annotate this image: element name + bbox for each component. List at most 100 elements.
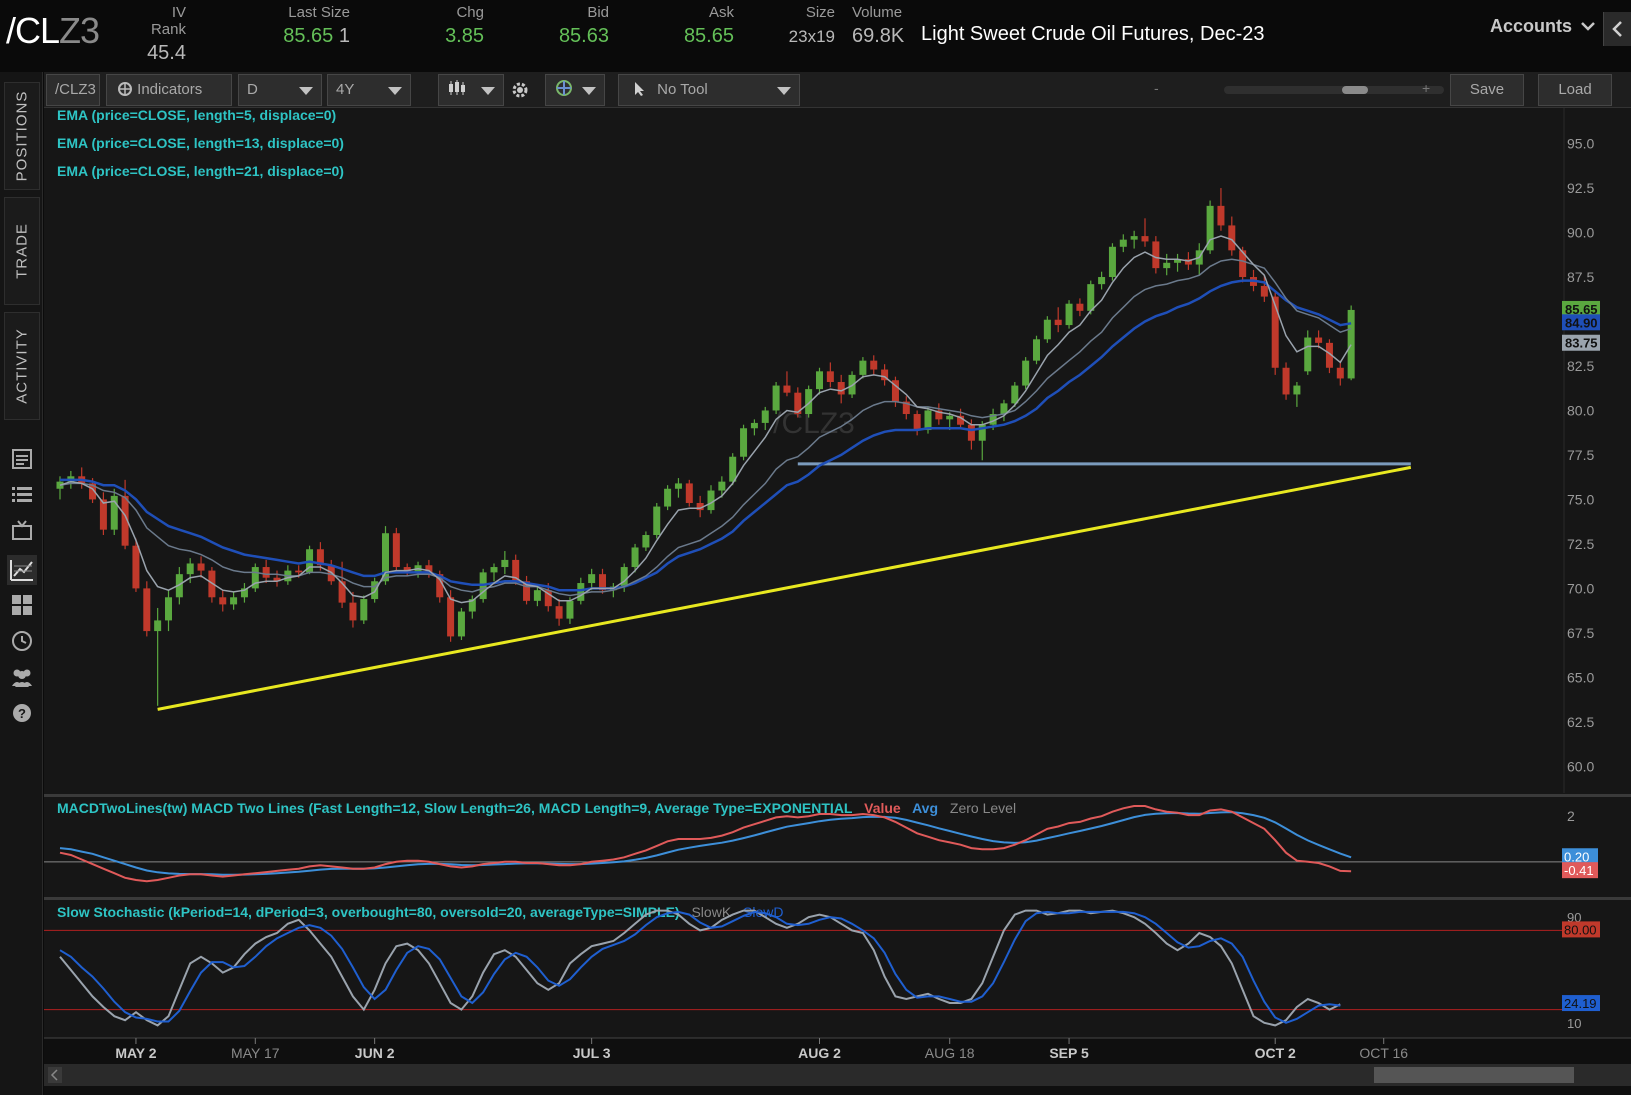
indicators-label: Indicators <box>137 81 203 98</box>
accounts-button[interactable]: Accounts <box>1490 16 1573 36</box>
candle-body <box>1130 236 1138 240</box>
macd-study-label: MACDTwoLines(tw) MACD Two Lines (Fast Le… <box>57 800 853 816</box>
gear-icon[interactable] <box>510 80 530 100</box>
stochastic-value-badges: 80.00 24.19 <box>1562 921 1600 1012</box>
candle-body <box>1054 319 1062 326</box>
macd-header[interactable]: MACDTwoLines(tw) MACD Two Lines (Fast Le… <box>57 800 1016 816</box>
candle <box>186 558 194 584</box>
slowk-line <box>59 909 1341 1027</box>
zoom-in-button[interactable]: + <box>1422 80 1431 96</box>
candle-body <box>425 565 433 575</box>
candle <box>870 355 878 375</box>
people-icon[interactable] <box>9 664 35 690</box>
study-label-ema5[interactable]: EMA (price=CLOSE, length=5, displace=0) <box>57 108 336 123</box>
candle-body <box>1260 285 1268 297</box>
trendline-layer[interactable] <box>157 462 1412 711</box>
chart-type-select[interactable] <box>438 74 504 106</box>
candle <box>685 479 693 507</box>
panel-divider[interactable] <box>44 897 1631 900</box>
chart-canvas[interactable]: /CLZ3 95.092.590.087.585.082.580.077.575… <box>44 108 1631 1095</box>
candle <box>750 419 758 436</box>
tv-icon[interactable] <box>9 518 35 544</box>
candle-body <box>132 545 140 589</box>
quote-value: 85.65 <box>683 25 734 47</box>
candle <box>230 591 238 610</box>
candle <box>1304 330 1312 375</box>
symbol-field[interactable]: /CLZ3 <box>46 74 100 106</box>
aggregation-select[interactable]: D <box>238 74 322 106</box>
candle-body <box>935 410 943 420</box>
time-tick-label: AUG 18 <box>925 1045 975 1061</box>
tab-trade[interactable]: TRADE <box>4 197 40 305</box>
chevron-down-icon <box>777 87 791 95</box>
scrollbar-thumb[interactable] <box>1374 1067 1574 1083</box>
candle <box>816 367 823 395</box>
candle <box>653 502 661 539</box>
drawing-style-select[interactable] <box>545 74 605 106</box>
chevron-down-icon <box>481 87 495 95</box>
tab-positions[interactable]: POSITIONS <box>4 82 40 190</box>
candle <box>392 527 400 573</box>
quote-label: Size <box>805 4 835 21</box>
candle <box>316 542 324 571</box>
quote-value: 23x19 <box>788 27 835 46</box>
candle <box>1087 280 1095 315</box>
candle-body <box>1087 284 1095 311</box>
news-icon[interactable] <box>9 446 35 472</box>
candle <box>501 551 509 575</box>
chevron-down-icon[interactable] <box>1580 18 1596 34</box>
candle-body <box>620 567 628 587</box>
help-icon[interactable]: ? <box>9 700 35 726</box>
candle <box>468 595 476 619</box>
chart-icon[interactable] <box>6 554 38 586</box>
candle <box>110 488 118 536</box>
quote-extra: 1 <box>338 25 350 47</box>
save-button[interactable]: Save <box>1450 74 1524 106</box>
tab-activity[interactable]: ACTIVITY <box>4 312 40 420</box>
candle <box>1033 335 1040 365</box>
candle-body <box>99 499 107 530</box>
collapse-panel-button[interactable] <box>1603 12 1631 46</box>
candle-body <box>1325 342 1333 368</box>
zoom-slider[interactable] <box>1224 86 1444 94</box>
ema-layer <box>59 235 1352 604</box>
study-label-ema21[interactable]: EMA (price=CLOSE, length=21, displace=0) <box>57 163 344 179</box>
candlestick-icon <box>449 80 465 95</box>
study-label-ema13[interactable]: EMA (price=CLOSE, length=13, displace=0) <box>57 135 344 151</box>
candle <box>1065 300 1073 329</box>
candle-body <box>251 567 259 589</box>
candle-body <box>653 506 661 536</box>
symbol-title[interactable]: /CLZ3 <box>6 10 100 52</box>
ema5-line <box>59 235 1352 604</box>
drawing-tool-select[interactable]: No Tool <box>618 74 800 106</box>
candle <box>1260 275 1268 302</box>
macd-legend-value: Value <box>864 800 901 816</box>
load-button[interactable]: Load <box>1538 74 1612 106</box>
ascending-trendline[interactable] <box>157 465 1412 711</box>
candle-body <box>729 456 737 482</box>
candle-body <box>805 389 813 415</box>
stoch-header[interactable]: Slow Stochastic (kPeriod=14, dPeriod=3, … <box>57 904 784 920</box>
horizontal-scrollbar[interactable] <box>44 1064 1631 1086</box>
scroll-left-button[interactable] <box>48 1067 62 1083</box>
clock-icon[interactable] <box>9 628 35 654</box>
candle <box>154 607 162 706</box>
candle <box>143 581 151 637</box>
price-tick-label: 62.5 <box>1567 714 1594 730</box>
indicators-button[interactable]: Indicators <box>106 74 232 106</box>
timeframe-select[interactable]: 4Y <box>327 74 411 106</box>
watchlist-icon[interactable] <box>9 482 35 508</box>
tab-label: TRADE <box>13 223 31 279</box>
candle-body <box>262 567 270 578</box>
zoom-out-button[interactable]: - <box>1154 80 1159 96</box>
grid-icon[interactable] <box>9 592 35 618</box>
price-tick-label: 87.5 <box>1567 269 1594 285</box>
candle-body <box>512 559 520 582</box>
candle-body <box>1022 360 1030 386</box>
candle <box>1217 188 1225 231</box>
zoom-slider-thumb[interactable] <box>1342 86 1368 94</box>
candle <box>1325 339 1333 374</box>
panel-divider[interactable] <box>44 794 1631 797</box>
candle-body <box>501 559 509 568</box>
macd-tick-label: 2 <box>1567 808 1575 824</box>
